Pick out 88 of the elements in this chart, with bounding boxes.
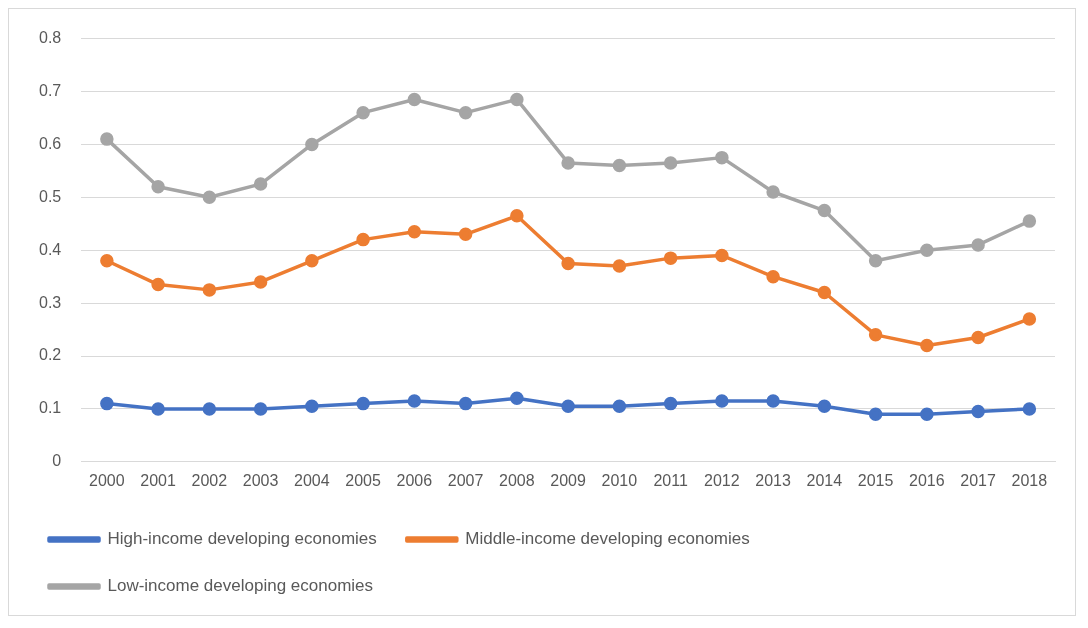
point — [100, 254, 114, 268]
x-tick-label: 2011 — [653, 471, 688, 489]
point — [1022, 402, 1037, 416]
point — [817, 203, 832, 218]
x-tick-label: 2015 — [857, 471, 894, 489]
legend-label: Low-income developing economies — [107, 576, 374, 596]
point — [305, 254, 319, 268]
x-tick-label: 2017 — [960, 471, 997, 489]
point — [612, 399, 627, 414]
point — [510, 92, 524, 107]
x-tick-label: 2016 — [909, 471, 945, 489]
point — [305, 399, 319, 414]
point — [305, 137, 319, 152]
x-tick-label: 2012 — [704, 471, 740, 489]
point — [356, 396, 370, 411]
x-tick-label: 2005 — [345, 471, 382, 489]
point — [920, 407, 934, 421]
point — [253, 275, 268, 289]
point — [817, 285, 832, 300]
point — [100, 396, 114, 411]
y-tick-label: 0 — [52, 452, 62, 470]
point — [920, 243, 934, 257]
point — [663, 156, 678, 170]
point — [510, 209, 524, 223]
point — [202, 402, 217, 416]
x-tick-label: 2009 — [550, 471, 587, 489]
y-tick-label: 0.1 — [38, 399, 62, 417]
point — [971, 238, 985, 252]
x-tick-label: 2007 — [447, 471, 484, 489]
x-tick-label: 2008 — [499, 471, 535, 489]
point — [356, 232, 370, 247]
point — [715, 150, 729, 165]
point — [817, 399, 832, 414]
point — [766, 269, 780, 284]
point — [202, 283, 217, 297]
point — [715, 394, 729, 408]
legend-label: Middle-income developing economies — [465, 529, 750, 549]
legend-label: High-income developing economies — [107, 529, 377, 549]
y-tick-label: 0.7 — [38, 81, 62, 99]
point — [868, 328, 883, 342]
point — [202, 190, 217, 205]
point — [561, 399, 575, 414]
point — [868, 254, 883, 268]
x-tick-label: 2004 — [294, 471, 330, 489]
point — [253, 177, 268, 191]
point — [920, 338, 934, 353]
point — [663, 251, 678, 265]
point — [151, 179, 165, 194]
x-tick-label: 2002 — [191, 471, 228, 489]
x-tick-label: 2000 — [89, 471, 125, 489]
y-tick-label: 0.6 — [38, 134, 62, 152]
point — [868, 407, 883, 421]
point — [407, 394, 422, 408]
y-tick-label: 0.4 — [38, 240, 62, 258]
point — [561, 156, 575, 170]
point — [510, 391, 524, 406]
x-tick-label: 2014 — [806, 471, 843, 489]
point — [151, 402, 165, 416]
point — [458, 227, 473, 242]
point — [407, 92, 422, 107]
point — [151, 277, 165, 292]
point — [561, 256, 575, 271]
x-tick-label: 2003 — [242, 471, 279, 489]
point — [612, 259, 627, 273]
point — [1022, 312, 1037, 326]
y-tick-label: 0.5 — [38, 187, 62, 205]
point — [715, 248, 729, 263]
point — [458, 396, 473, 411]
x-tick-label: 2018 — [1011, 471, 1048, 489]
point — [971, 404, 985, 419]
point — [356, 105, 370, 120]
point — [458, 105, 473, 120]
point — [253, 402, 268, 416]
x-tick-label: 2010 — [601, 471, 638, 489]
point — [612, 158, 627, 173]
x-tick-label: 2006 — [396, 471, 433, 489]
point — [971, 330, 985, 345]
point — [766, 394, 780, 408]
point — [1022, 214, 1037, 228]
y-tick-label: 0.3 — [38, 293, 62, 311]
x-tick-label: 2001 — [140, 471, 177, 489]
y-tick-label: 0.2 — [38, 346, 62, 364]
point — [407, 224, 422, 239]
x-tick-label: 2013 — [755, 471, 792, 489]
point — [766, 185, 780, 199]
point — [100, 132, 114, 146]
point — [663, 396, 678, 411]
y-tick-label: 0.8 — [38, 29, 62, 47]
